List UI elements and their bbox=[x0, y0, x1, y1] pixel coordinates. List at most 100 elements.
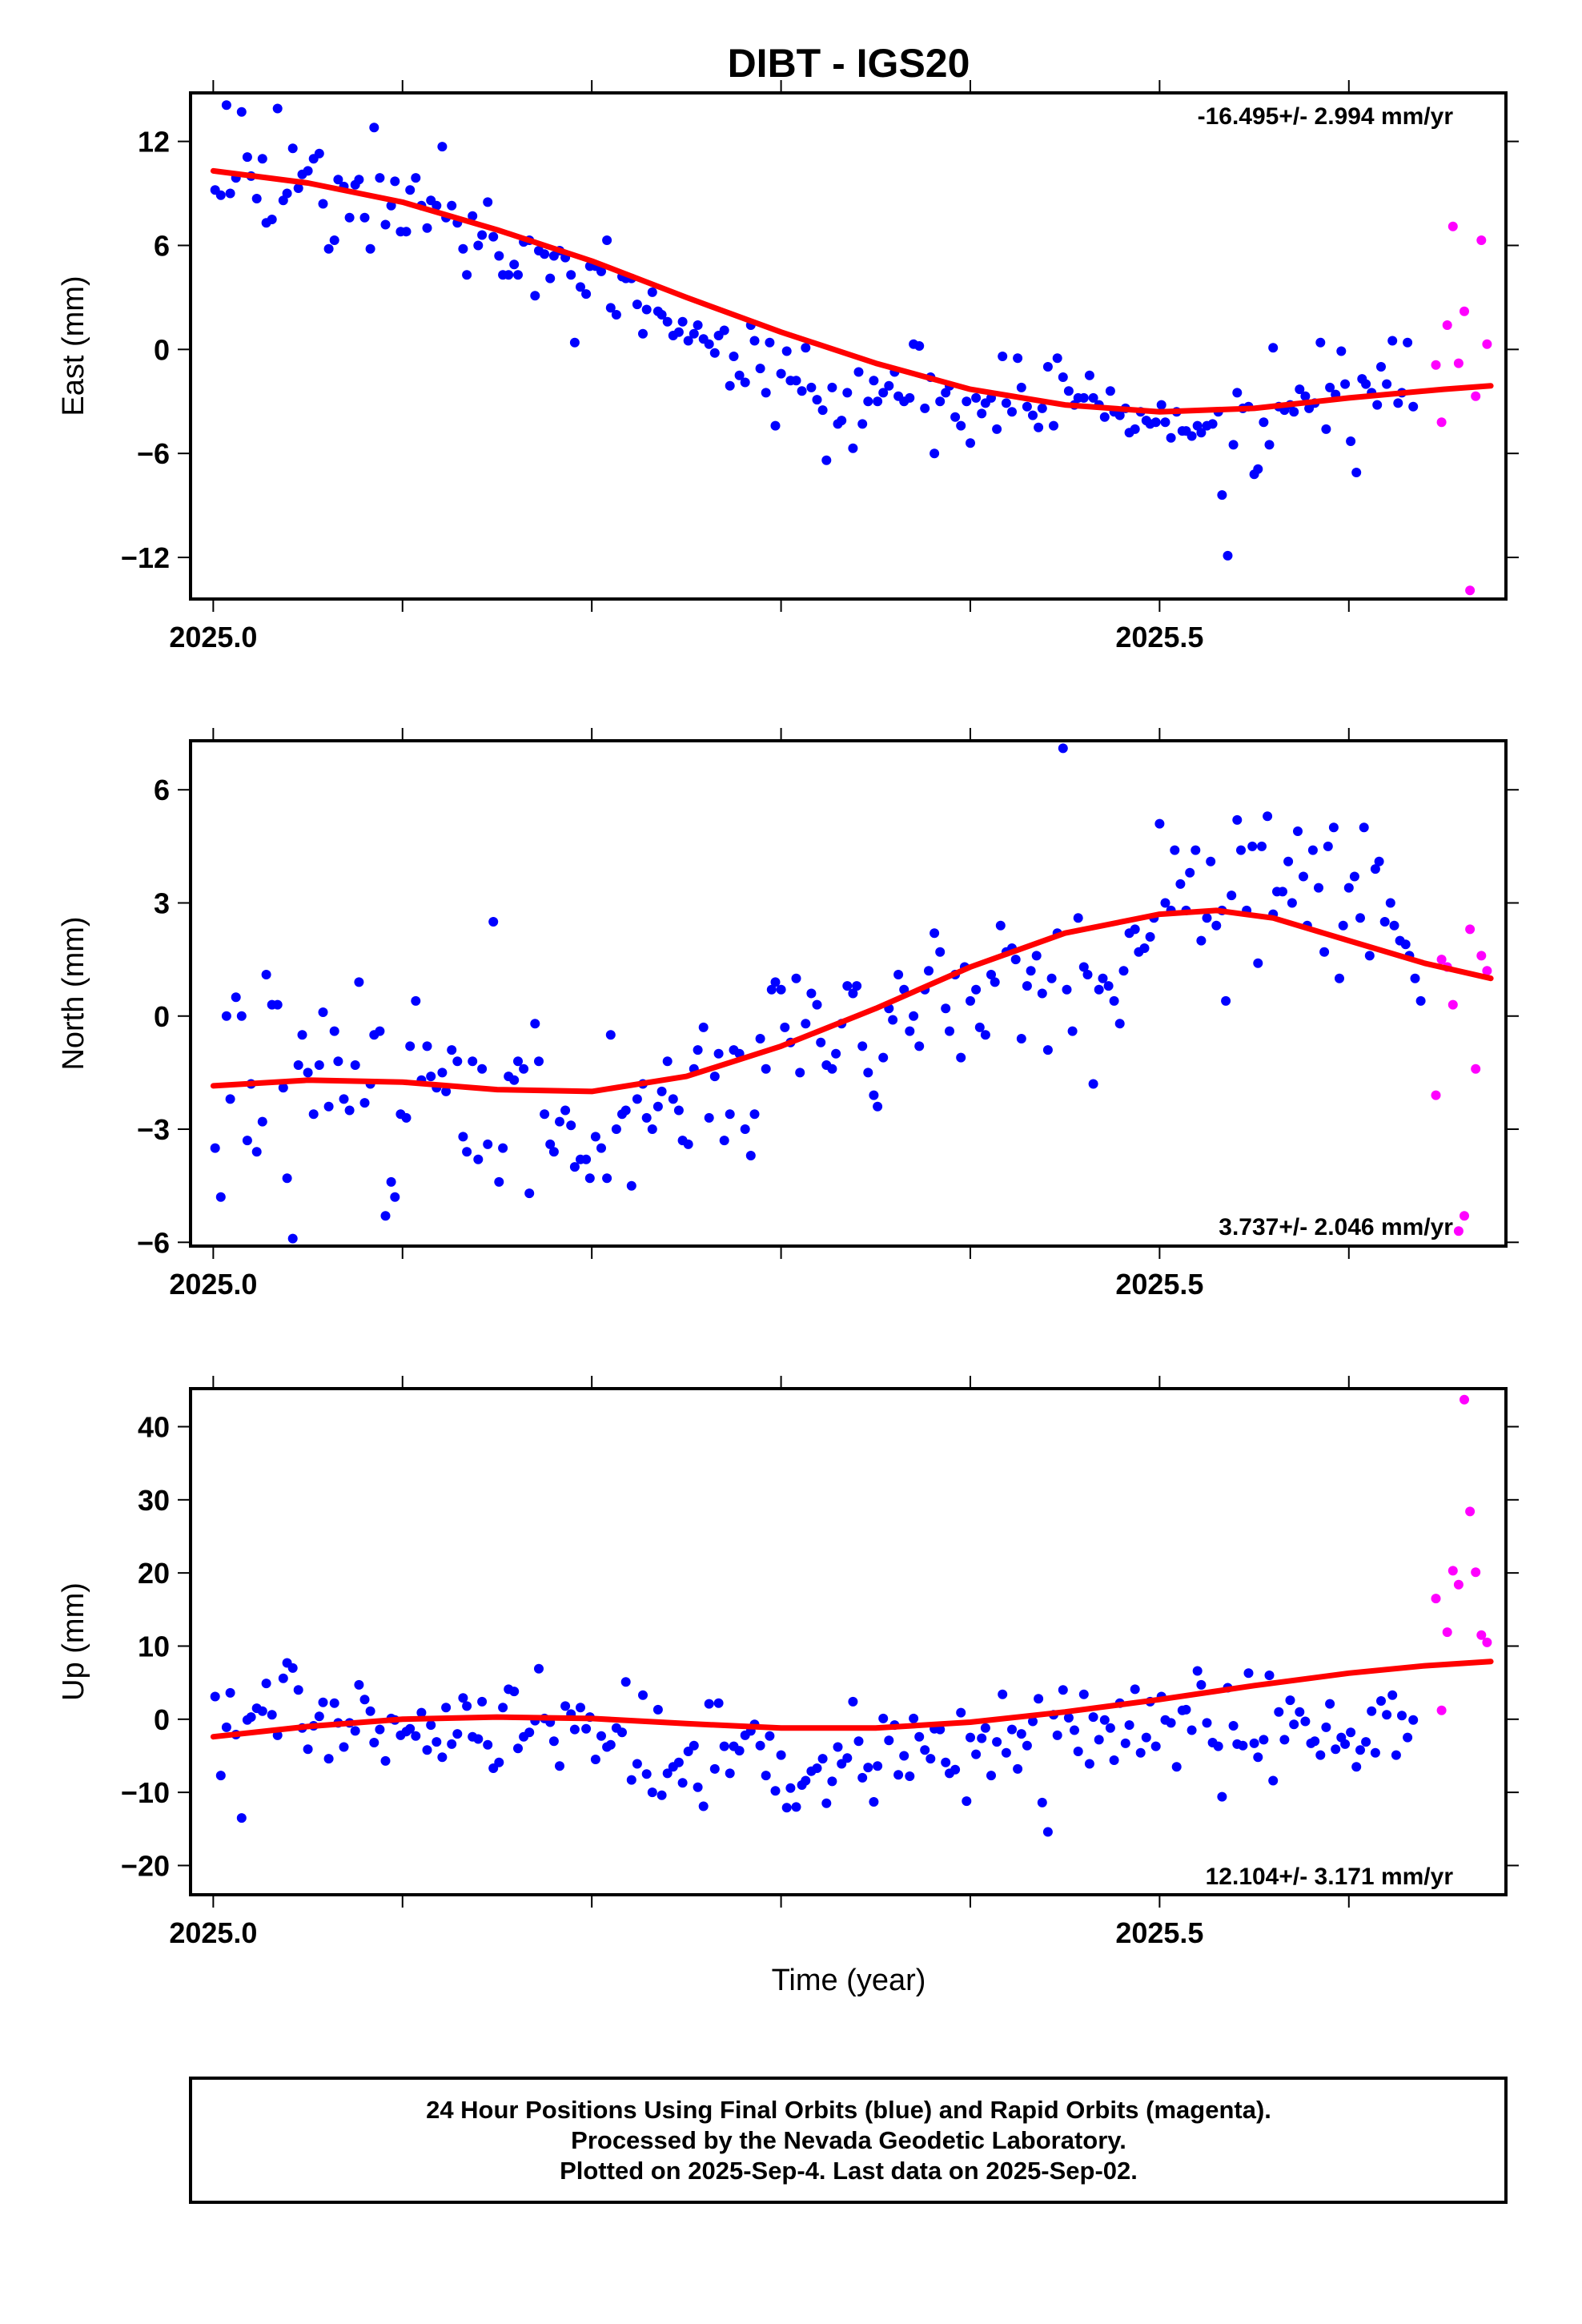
final-orbit-point bbox=[1268, 343, 1279, 353]
final-orbit-point bbox=[1103, 981, 1114, 991]
final-orbit-point bbox=[1037, 403, 1047, 413]
final-orbit-point bbox=[437, 142, 448, 152]
final-orbit-point bbox=[590, 1755, 600, 1764]
final-orbit-point bbox=[873, 1101, 883, 1112]
final-orbit-point bbox=[251, 194, 262, 203]
final-orbit-point bbox=[1175, 879, 1186, 889]
final-orbit-point bbox=[827, 1776, 837, 1787]
final-orbit-point bbox=[509, 1075, 520, 1085]
final-orbit-point bbox=[1217, 1791, 1227, 1802]
final-orbit-point bbox=[878, 388, 889, 398]
final-orbit-point bbox=[605, 1739, 616, 1750]
final-orbit-point bbox=[956, 420, 966, 431]
final-orbit-point bbox=[1124, 1720, 1134, 1731]
final-orbit-point bbox=[581, 1723, 592, 1734]
final-orbit-point bbox=[909, 1011, 919, 1021]
final-orbit-point bbox=[974, 1022, 985, 1032]
final-orbit-point bbox=[1073, 1747, 1083, 1756]
final-orbit-point bbox=[1349, 871, 1359, 882]
final-orbit-point bbox=[673, 1757, 684, 1767]
final-orbit-point bbox=[1361, 379, 1371, 389]
final-orbit-point bbox=[1078, 962, 1089, 972]
final-orbit-point bbox=[1013, 353, 1023, 364]
final-orbit-point bbox=[1315, 1750, 1326, 1760]
final-orbit-point bbox=[1130, 424, 1140, 434]
final-orbit-point bbox=[914, 1731, 925, 1742]
final-orbit-point bbox=[272, 103, 283, 114]
final-orbit-point bbox=[924, 966, 934, 976]
final-orbit-point bbox=[842, 1753, 853, 1763]
final-orbit-point bbox=[1300, 1716, 1311, 1727]
final-orbit-point bbox=[656, 1086, 667, 1096]
final-orbit-point bbox=[462, 270, 472, 280]
final-orbit-point bbox=[1042, 362, 1053, 372]
final-orbit-point bbox=[992, 1737, 1002, 1747]
final-orbit-point bbox=[1295, 384, 1305, 395]
final-orbit-point bbox=[647, 1124, 657, 1134]
final-orbit-point bbox=[1299, 871, 1308, 882]
x-tick-label: 2025.0 bbox=[169, 621, 257, 653]
final-orbit-point bbox=[1228, 1721, 1239, 1731]
final-orbit-point bbox=[242, 1136, 252, 1146]
final-orbit-point bbox=[611, 310, 621, 320]
final-orbit-point bbox=[971, 392, 982, 403]
final-orbit-point bbox=[359, 1695, 370, 1705]
final-orbit-point bbox=[221, 100, 231, 111]
rapid-orbit-point bbox=[1476, 235, 1487, 245]
final-orbit-point bbox=[1094, 984, 1104, 995]
final-orbit-point bbox=[781, 346, 792, 356]
final-orbit-point bbox=[359, 1098, 370, 1108]
final-orbit-point bbox=[1028, 1716, 1038, 1727]
final-orbit-point bbox=[1141, 1732, 1151, 1743]
final-orbit-point bbox=[1321, 1722, 1331, 1732]
rapid-orbit-point bbox=[1460, 1211, 1469, 1221]
final-orbit-point bbox=[1063, 386, 1074, 396]
final-orbit-point bbox=[314, 1060, 324, 1070]
final-orbit-point bbox=[995, 920, 1006, 931]
final-orbit-point bbox=[246, 1712, 256, 1723]
final-orbit-point bbox=[704, 1112, 714, 1123]
final-orbit-point bbox=[530, 1019, 540, 1029]
final-orbit-point bbox=[1403, 337, 1413, 348]
final-orbit-point bbox=[785, 1783, 796, 1793]
east-fit-curve bbox=[210, 167, 1494, 415]
final-orbit-point bbox=[447, 200, 457, 211]
final-orbit-point bbox=[971, 1749, 982, 1759]
final-orbit-point bbox=[441, 1703, 452, 1713]
final-orbit-point bbox=[719, 325, 729, 336]
final-orbit-point bbox=[1013, 1763, 1023, 1774]
final-orbit-point bbox=[329, 1698, 339, 1708]
final-orbit-point bbox=[1355, 913, 1365, 923]
rapid-orbit-point bbox=[1465, 924, 1476, 935]
final-orbit-point bbox=[638, 328, 648, 339]
final-orbit-point bbox=[941, 1757, 951, 1767]
final-orbit-point bbox=[602, 235, 612, 245]
rapid-orbit-point bbox=[1436, 1705, 1447, 1715]
final-orbit-point bbox=[1196, 428, 1207, 438]
final-orbit-point bbox=[344, 212, 355, 223]
final-orbit-point bbox=[1049, 420, 1058, 431]
final-orbit-point bbox=[236, 107, 247, 117]
x-tick-label: 2025.5 bbox=[1115, 1268, 1203, 1301]
y-tick-label: 0 bbox=[154, 333, 170, 366]
final-orbit-point bbox=[519, 1063, 529, 1074]
final-orbit-point bbox=[704, 339, 714, 349]
final-orbit-point bbox=[494, 1176, 504, 1187]
final-orbit-point bbox=[986, 970, 996, 979]
final-orbit-point bbox=[873, 396, 883, 407]
final-orbit-point bbox=[548, 1147, 559, 1157]
rapid-orbit-point bbox=[1476, 1630, 1487, 1640]
final-orbit-point bbox=[821, 1798, 832, 1808]
final-orbit-point bbox=[966, 1732, 975, 1743]
final-orbit-point bbox=[1052, 1730, 1062, 1740]
final-orbit-point bbox=[863, 1763, 873, 1773]
final-orbit-point bbox=[581, 289, 592, 300]
final-orbit-point bbox=[1257, 841, 1267, 851]
final-orbit-point bbox=[725, 380, 735, 391]
final-orbit-point bbox=[344, 1105, 355, 1116]
final-orbit-point bbox=[1088, 1079, 1098, 1089]
final-orbit-point bbox=[935, 1724, 946, 1735]
y-tick-label: −6 bbox=[137, 437, 170, 470]
final-orbit-point bbox=[473, 1734, 484, 1744]
